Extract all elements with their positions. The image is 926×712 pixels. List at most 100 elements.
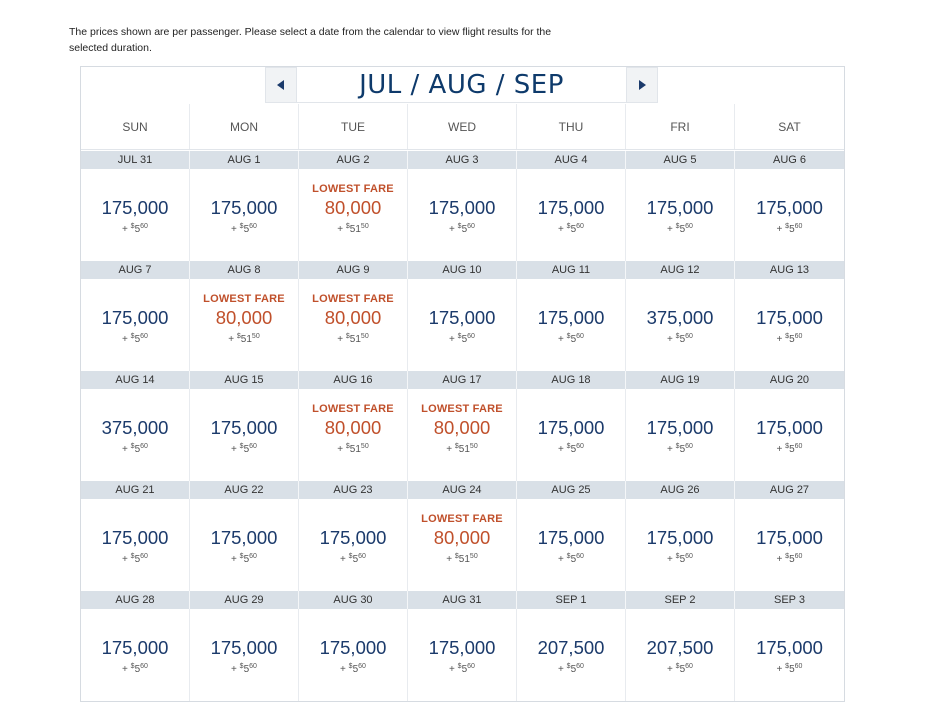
tax-cents: 60	[140, 553, 148, 560]
calendar-week: AUG 21 AUG 22 AUG 23 AUG 24 AUG 25 AUG 26 AUG …	[81, 481, 844, 591]
tax-dollars: 5	[461, 224, 468, 235]
date-label: AUG 7	[81, 261, 190, 279]
tax-dollars: 5	[570, 554, 577, 565]
fare-day-cell[interactable]: 175,000 + $560	[299, 609, 408, 701]
tax-dollars: 5	[789, 444, 795, 455]
fare-taxes: + $560	[340, 553, 366, 565]
date-label: AUG 18	[517, 371, 626, 389]
fare-day-cell[interactable]: 175,000 + $560	[190, 169, 299, 261]
fare-day-cell[interactable]: 175,000 + $560	[626, 499, 735, 591]
fare-miles: 207,500	[646, 637, 714, 658]
fare-day-cell[interactable]: 175,000 + $560	[517, 499, 626, 591]
tax-dollars: 51	[349, 224, 361, 235]
fare-day-cell[interactable]: 175,000 + $560	[408, 169, 517, 261]
tax-cents: 60	[467, 223, 475, 230]
fare-day-cell[interactable]: 175,000 + $560	[299, 499, 408, 591]
fare-day-cell[interactable]: 175,000 + $560	[408, 279, 517, 371]
tax-cents: 60	[358, 663, 366, 670]
fare-day-cell[interactable]: LOWEST FARE 80,000 + $5150	[299, 279, 408, 371]
fare-day-cell[interactable]: 207,500 + $560	[626, 609, 735, 701]
fare-day-cell[interactable]: 175,000 + $560	[408, 609, 517, 701]
fare-day-cell[interactable]: 175,000 + $560	[190, 499, 299, 591]
fare-day-cell[interactable]: 175,000 + $560	[190, 609, 299, 701]
date-label: AUG 3	[408, 151, 517, 169]
fare-day-cell[interactable]: LOWEST FARE 80,000 + $5150	[299, 169, 408, 261]
fare-miles: 375,000	[646, 307, 714, 328]
fare-day-cell[interactable]: 175,000 + $560	[735, 609, 844, 701]
tax-dollars: 5	[679, 444, 686, 455]
fare-day-cell[interactable]: LOWEST FARE 80,000 + $5150	[190, 279, 299, 371]
fare-miles: 80,000	[215, 307, 273, 328]
tax-dollars: 5	[461, 664, 468, 675]
fare-day-cell[interactable]: LOWEST FARE 80,000 + $5150	[299, 389, 408, 481]
fare-day-cell[interactable]: 175,000 + $560	[626, 169, 735, 261]
fare-day-cell[interactable]: 175,000 + $560	[626, 389, 735, 481]
date-label: AUG 15	[190, 371, 299, 389]
tax-dollars: 5	[243, 224, 250, 235]
fare-day-cell[interactable]: 175,000 + $560	[735, 389, 844, 481]
tax-cents: 60	[249, 553, 257, 560]
fare-day-cell[interactable]: 375,000 + $560	[626, 279, 735, 371]
tax-cents: 60	[576, 443, 584, 450]
fare-taxes: + $560	[449, 663, 475, 675]
fare-day-cell[interactable]: LOWEST FARE 80,000 + $5150	[408, 499, 517, 591]
fare-miles: 80,000	[324, 417, 382, 438]
tax-cents: 60	[249, 443, 257, 450]
tax-dollars: 5	[134, 334, 141, 345]
date-label: AUG 6	[772, 154, 806, 166]
fare-day-cell[interactable]: 175,000 + $560	[81, 609, 190, 701]
prev-months-button[interactable]	[265, 67, 297, 103]
weekday-header: SUN MON TUE WED THU FRI SAT	[81, 104, 844, 150]
fare-taxes: + $560	[231, 553, 257, 565]
fare-taxes: + $560	[122, 663, 148, 675]
date-label: AUG 22	[190, 481, 299, 499]
fare-miles: 175,000	[756, 417, 823, 438]
fare-day-cell[interactable]: 375,000 + $560	[81, 389, 190, 481]
tax-dollars: 5	[134, 664, 141, 675]
fare-taxes: + $560	[558, 663, 584, 675]
fare-day-cell[interactable]: 175,000 + $560	[517, 389, 626, 481]
fare-day-cell[interactable]: LOWEST FARE 80,000 + $5150	[408, 389, 517, 481]
fare-taxes: + $560	[449, 223, 475, 235]
tax-dollars: 51	[349, 334, 361, 345]
fare-day-cell[interactable]: 175,000 + $560	[190, 389, 299, 481]
fare-day-cell[interactable]: 175,000 + $560	[735, 169, 844, 261]
date-label: AUG 17	[408, 371, 517, 389]
tax-dollars: 5	[789, 664, 795, 675]
lowest-fare-badge: LOWEST FARE	[421, 403, 503, 415]
fare-taxes: + $5150	[337, 223, 369, 235]
fare-day-cell[interactable]: 175,000 + $560	[735, 499, 844, 591]
date-label: AUG 4	[517, 151, 626, 169]
fare-miles: 80,000	[324, 197, 382, 218]
fare-day-cell[interactable]: 175,000 + $560	[81, 499, 190, 591]
fare-day-cell[interactable]: 175,000 + $560	[517, 169, 626, 261]
date-label: AUG 10	[408, 261, 517, 279]
fare-day-cell[interactable]: 175,000 + $560	[81, 169, 190, 261]
fare-taxes: + $560	[231, 443, 257, 455]
fare-day-cell[interactable]: 175,000 + $560	[81, 279, 190, 371]
tax-cents: 60	[140, 223, 148, 230]
tax-dollars: 5	[352, 554, 359, 565]
weekday-label: FRI	[626, 104, 735, 149]
tax-cents: 60	[249, 223, 257, 230]
fare-day-cell[interactable]: 175,000 + $560	[735, 279, 844, 371]
fare-miles: 175,000	[101, 637, 169, 658]
fare-day-cell[interactable]: 175,000 + $560	[517, 279, 626, 371]
fare-taxes: + $5150	[446, 553, 478, 565]
tax-cents: 60	[249, 663, 257, 670]
date-label: AUG 19	[626, 371, 735, 389]
date-label: AUG 12	[626, 261, 735, 279]
tax-dollars: 5	[570, 444, 577, 455]
next-months-button[interactable]	[626, 67, 658, 103]
calendar-week: AUG 28 AUG 29 AUG 30 AUG 31 SEP 1 SEP 2 SEP 3 1…	[81, 591, 844, 701]
date-label: AUG 2	[299, 151, 408, 169]
fare-day-cell[interactable]: 207,500 + $560	[517, 609, 626, 701]
fare-miles: 207,500	[537, 637, 605, 658]
tax-cents: 60	[794, 663, 803, 670]
fare-taxes: + $560	[667, 223, 693, 235]
date-label: AUG 11	[517, 261, 626, 279]
tax-dollars: 51	[240, 334, 252, 345]
tax-dollars: 51	[349, 444, 361, 455]
tax-dollars: 5	[243, 554, 250, 565]
tax-dollars: 5	[789, 224, 795, 235]
